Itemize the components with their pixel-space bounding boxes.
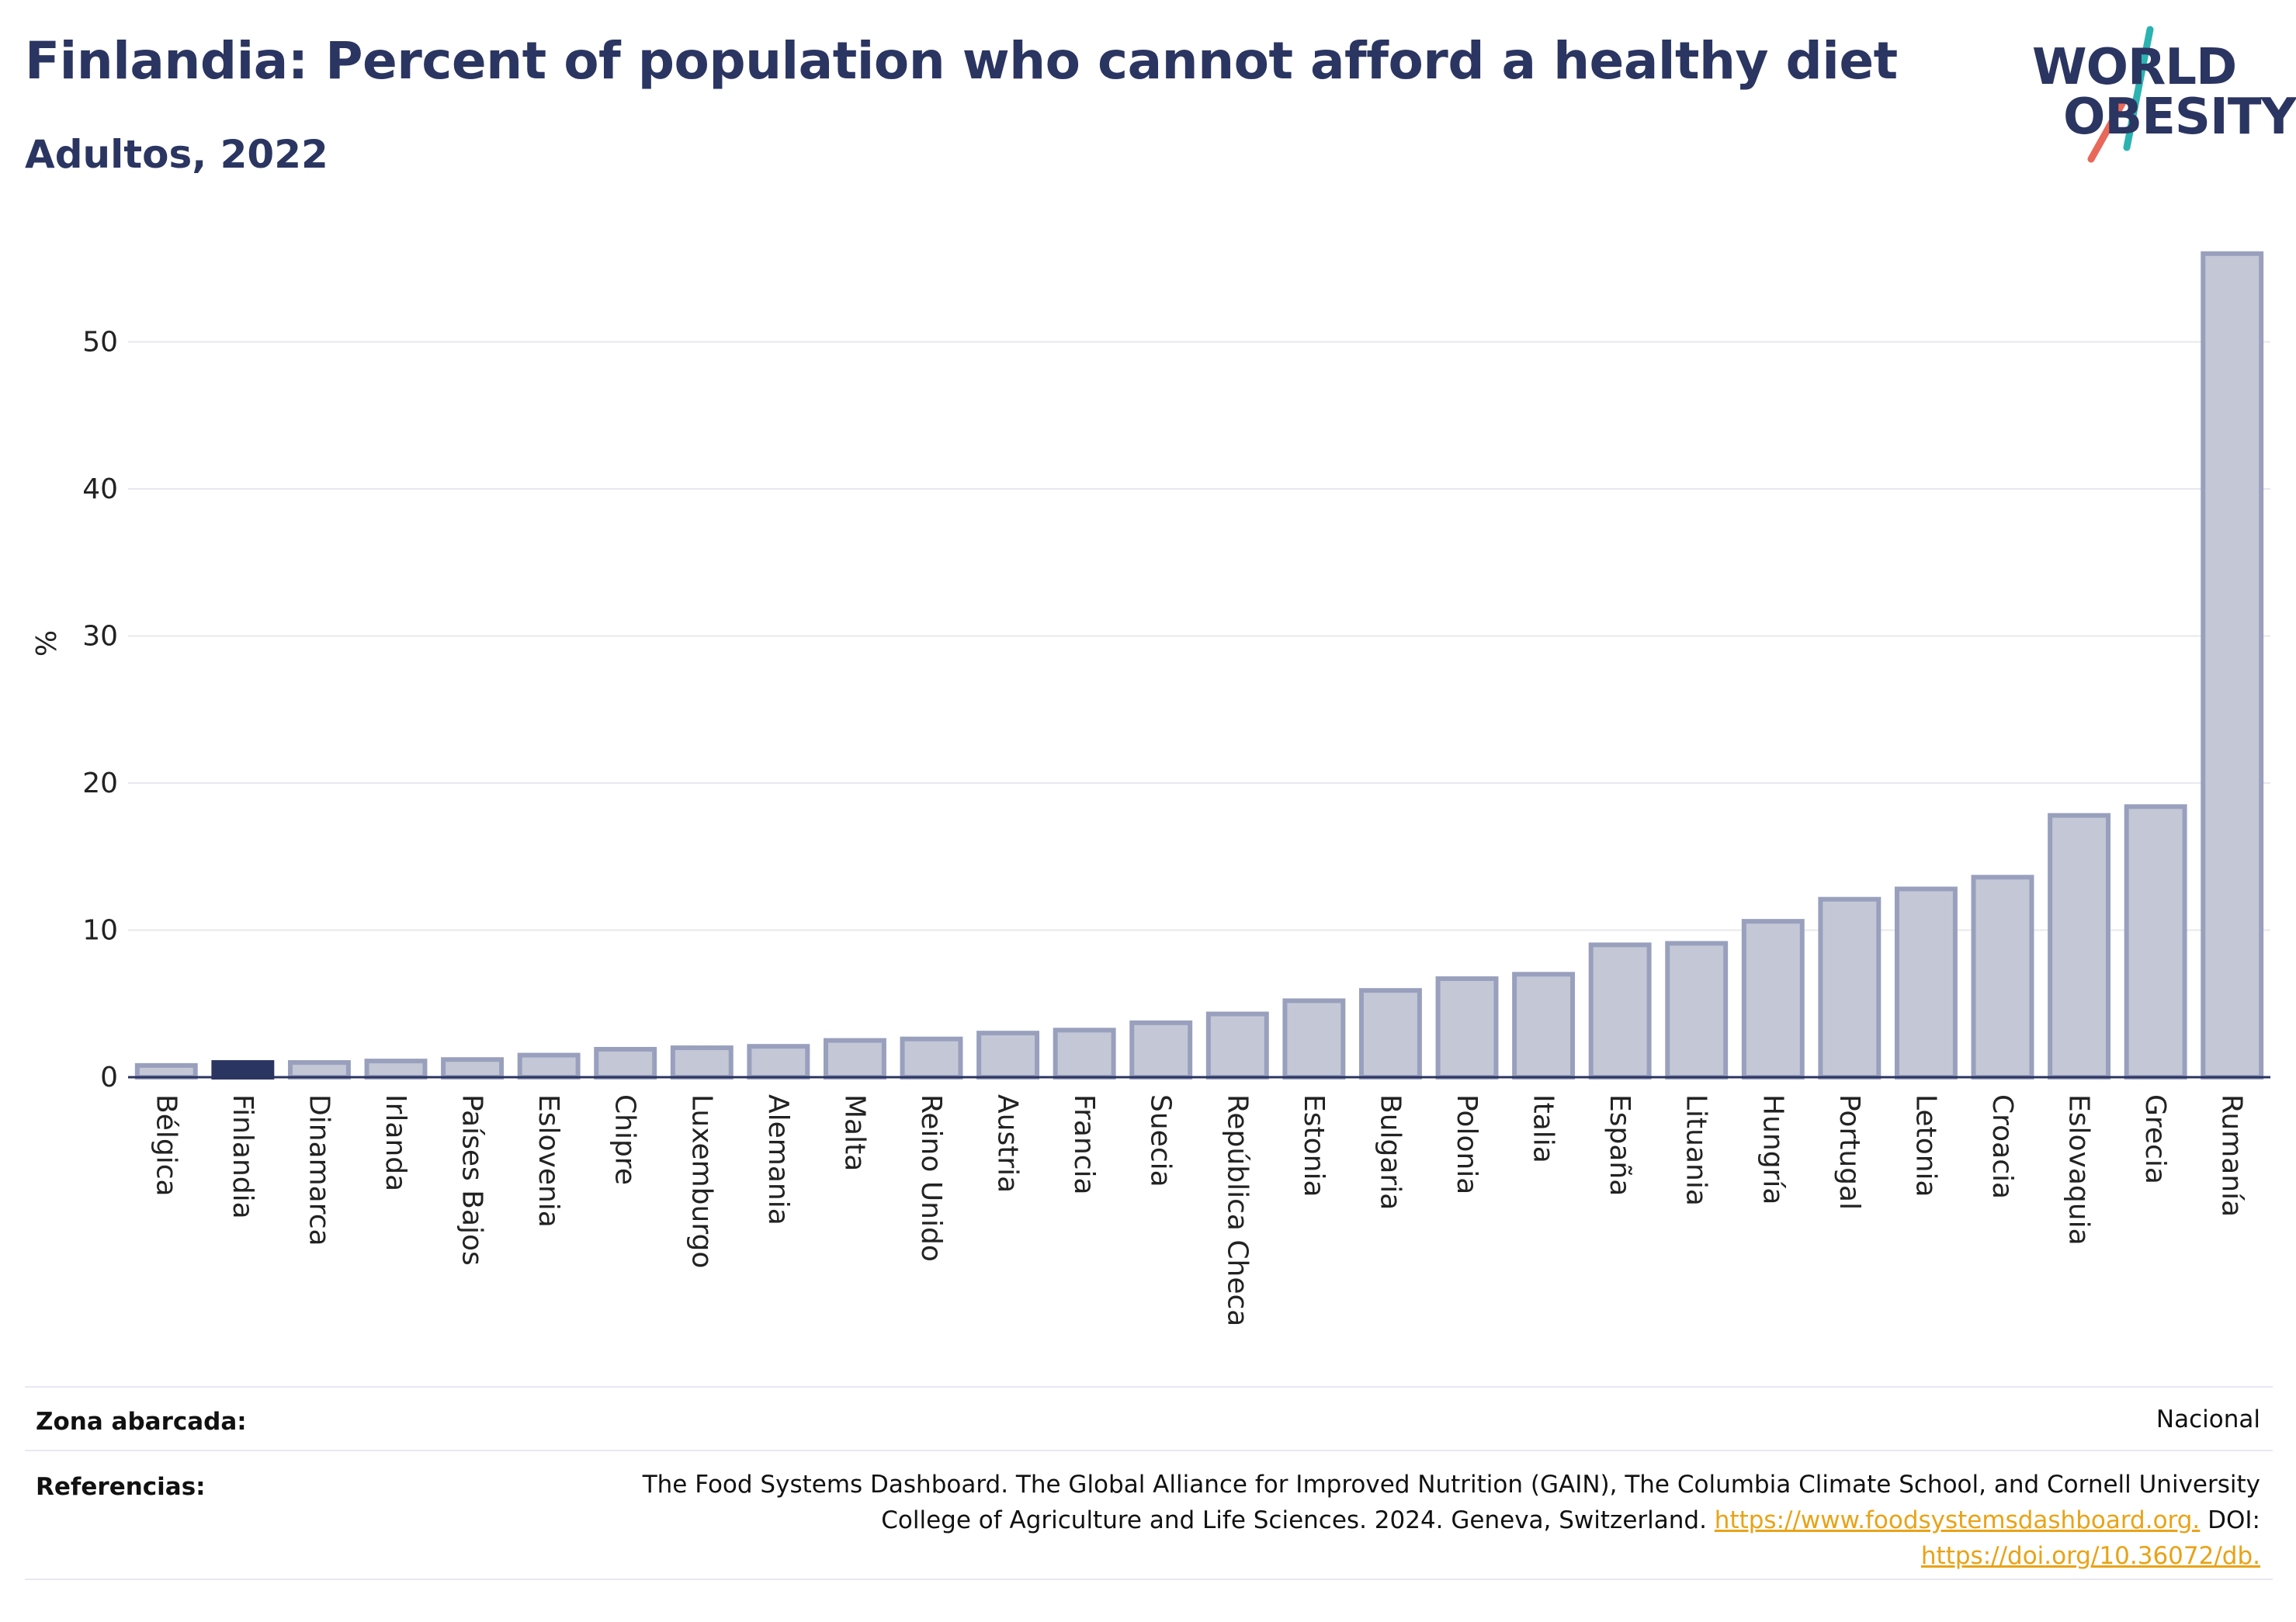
x-tick-label: Lituania [1680, 1094, 1712, 1206]
x-tick-label: Malta [838, 1094, 870, 1171]
x-tick-label: Grecia [2139, 1094, 2171, 1184]
x-tick-label: Luxemburgo [685, 1094, 717, 1268]
y-tick-label: 50 [82, 327, 118, 359]
bar-letonia [1894, 886, 1958, 1080]
x-tick-label: Polonia [1451, 1094, 1483, 1194]
x-tick-label: Italia [1528, 1094, 1559, 1163]
dashboard-link[interactable]: https://www.foodsystemsdashboard.org. [1714, 1506, 2201, 1534]
world-obesity-logo: WORLD OBESITY [2018, 23, 2296, 163]
x-tick-label: Portugal [1833, 1094, 1865, 1210]
x-tick-label: Dinamarca [303, 1094, 335, 1246]
x-tick-label: Eslovenia [532, 1094, 564, 1228]
x-tick-label: Francia [1068, 1094, 1100, 1195]
doi-label: DOI: [2208, 1506, 2260, 1534]
x-tick-label: Suecia [1145, 1094, 1177, 1187]
doi-link[interactable]: https://doi.org/10.36072/db. [1920, 1542, 2260, 1570]
coverage-value: Nacional [2156, 1405, 2260, 1433]
x-tick-label: Bulgaria [1374, 1094, 1406, 1210]
footer-divider [25, 1450, 2273, 1451]
bar-eslovenia [517, 1052, 581, 1080]
x-tick-label: Eslovaquia [2063, 1094, 2095, 1246]
bar-rep-blica-checa [1205, 1011, 1269, 1080]
bar-finlandia [211, 1060, 275, 1080]
references-line-1: The Food Systems Dashboard. The Global A… [642, 1471, 2260, 1499]
references-line-2: College of Agriculture and Life Sciences… [643, 1502, 2260, 1538]
bar-portugal [1818, 896, 1882, 1080]
x-tick-label: Bélgica [150, 1094, 182, 1197]
y-tick-label: 10 [82, 915, 118, 947]
bar-francia [1053, 1028, 1116, 1080]
y-tick-label: 40 [82, 473, 118, 505]
bar-espa-a [1588, 942, 1652, 1080]
bar-croacia [1971, 875, 2034, 1080]
bar-alemania [747, 1044, 810, 1080]
x-tick-label: España [1604, 1094, 1635, 1196]
logo-text-world: WORLD [2032, 39, 2237, 96]
bar-estonia [1282, 998, 1346, 1080]
coverage-label: Zona abarcada: [36, 1408, 247, 1436]
bar-hungr-a [1741, 919, 1805, 1080]
bar-lituania [1665, 941, 1729, 1080]
bar-polonia [1435, 976, 1499, 1080]
references-line-2-text: College of Agriculture and Life Sciences… [881, 1506, 1707, 1534]
x-tick-label: Alemania [762, 1094, 794, 1225]
logo-text-obesity: OBESITY [2063, 88, 2296, 146]
x-tick-label: Rumanía [2216, 1094, 2248, 1217]
bar-chart: 0 10 20 30 40 50% Bélgica Finlandia Dinamarca Irl… [31, 251, 2270, 1326]
footer-divider [25, 1386, 2273, 1388]
bar-italia [1512, 972, 1576, 1080]
references-text: The Food Systems Dashboard. The Global A… [643, 1467, 2260, 1574]
x-tick-label: Croacia [1986, 1094, 2018, 1199]
footer-divider [25, 1579, 2273, 1580]
bar-austria [976, 1031, 1040, 1080]
bar-chipre [594, 1046, 657, 1080]
x-tick-label: Irlanda [380, 1094, 411, 1191]
x-tick-label: Estonia [1298, 1094, 1330, 1197]
y-tick-label: 20 [82, 768, 118, 799]
bar-suecia [1129, 1020, 1193, 1080]
references-line-3: https://doi.org/10.36072/db. [643, 1538, 2260, 1574]
x-tick-label: Austria [992, 1094, 1024, 1193]
y-tick-label: 30 [82, 621, 118, 653]
bar-reino-unido [900, 1036, 963, 1080]
bar-pa-ses-bajos [441, 1057, 505, 1080]
bar-ruman-a [2201, 251, 2264, 1080]
logo-slash-icon [2087, 26, 2154, 163]
x-tick-label: Reino Unido [915, 1094, 947, 1262]
bar-eslovaquia [2048, 813, 2111, 1080]
bar-irlanda [364, 1059, 428, 1080]
bar-malta [823, 1038, 886, 1080]
x-tick-label: Finlandia [227, 1094, 258, 1219]
y-axis-title: % [31, 630, 63, 657]
x-tick-label: Hungría [1757, 1094, 1788, 1204]
x-tick-label: Chipre [609, 1094, 641, 1185]
x-tick-label: República Checa [1221, 1094, 1253, 1326]
bar-dinamarca [287, 1060, 351, 1080]
x-tick-label: Letonia [1909, 1094, 1941, 1197]
bar-bulgaria [1358, 988, 1422, 1080]
chart-title: Finlandia: Percent of population who can… [25, 31, 1898, 91]
bar-grecia [2124, 804, 2187, 1080]
bar-b-lgica [134, 1062, 198, 1080]
y-tick-label: 0 [100, 1062, 118, 1093]
bar-luxemburgo [670, 1045, 734, 1080]
references-label: Referencias: [36, 1473, 206, 1501]
chart-subtitle: Adultos, 2022 [25, 132, 328, 177]
x-tick-label: Países Bajos [456, 1094, 488, 1266]
